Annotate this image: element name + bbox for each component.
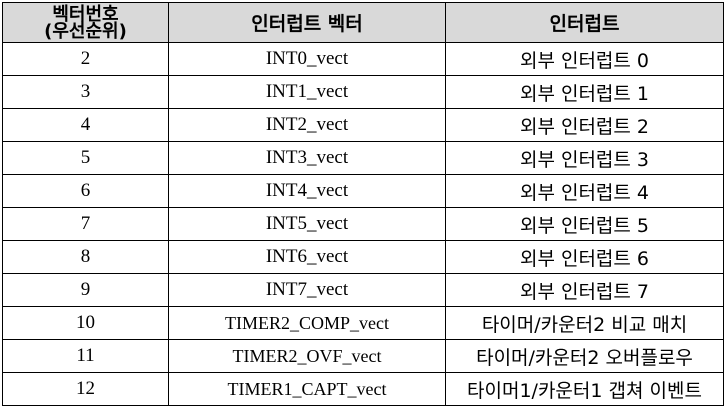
interrupt-vector-cell: TIMER2_OVF_vect	[168, 339, 446, 373]
interrupt-vector-cell: TIMER2_COMP_vect	[168, 306, 446, 340]
interrupt-description-cell: 외부 인터럽트 6	[445, 240, 724, 274]
table-row: 10 TIMER2_COMP_vect 타이머/카운터2 비교 매치	[2, 306, 724, 340]
vector-number-cell: 2	[2, 42, 169, 76]
vector-number-cell: 7	[2, 207, 169, 241]
interrupt-vector-cell: INT5_vect	[168, 207, 446, 241]
interrupt-vector-cell: INT3_vect	[168, 141, 446, 175]
vector-number-cell: 10	[2, 306, 169, 340]
table-row: 12 TIMER1_CAPT_vect 타이머1/카운터1 갭쳐 이벤트	[2, 372, 724, 406]
interrupt-description-cell: 타이머1/카운터1 갭쳐 이벤트	[445, 372, 724, 406]
vector-number-cell: 8	[2, 240, 169, 274]
interrupt-vector-cell: TIMER1_CAPT_vect	[168, 372, 446, 406]
table-row: 9 INT7_vect 외부 인터럽트 7	[2, 273, 724, 307]
interrupt-vector-cell: INT6_vect	[168, 240, 446, 274]
interrupt-vector-cell: INT1_vect	[168, 75, 446, 109]
interrupt-description-cell: 타이머/카운터2 오버플로우	[445, 339, 724, 373]
vector-number-cell: 5	[2, 141, 169, 175]
table-row: 4 INT2_vect 외부 인터럽트 2	[2, 108, 724, 142]
table-row: 6 INT4_vect 외부 인터럽트 4	[2, 174, 724, 208]
table-row: 3 INT1_vect 외부 인터럽트 1	[2, 75, 724, 109]
interrupt-description-cell: 외부 인터럽트 5	[445, 207, 724, 241]
interrupt-description-cell: 외부 인터럽트 3	[445, 141, 724, 175]
interrupt-vector-cell: INT0_vect	[168, 42, 446, 76]
table-row: 8 INT6_vect 외부 인터럽트 6	[2, 240, 724, 274]
table-row: 2 INT0_vect 외부 인터럽트 0	[2, 42, 724, 76]
interrupt-vector-cell: INT7_vect	[168, 273, 446, 307]
vector-number-cell: 11	[2, 339, 169, 373]
header-vector-number: 벡터번호 (우선순위)	[2, 2, 169, 43]
vector-number-cell: 4	[2, 108, 169, 142]
vector-number-cell: 3	[2, 75, 169, 109]
interrupt-description-cell: 외부 인터럽트 1	[445, 75, 724, 109]
vector-number-cell: 6	[2, 174, 169, 208]
header-interrupt: 인터럽트	[445, 2, 724, 43]
interrupt-vector-table: 벡터번호 (우선순위) 인터럽트 벡터 인터럽트 2 INT0_vect 외부 인터…	[2, 2, 724, 406]
interrupt-description-cell: 외부 인터럽트 4	[445, 174, 724, 208]
vector-number-cell: 12	[2, 372, 169, 406]
header-row: 벡터번호 (우선순위) 인터럽트 벡터 인터럽트	[2, 2, 724, 43]
vector-number-cell: 9	[2, 273, 169, 307]
interrupt-description-cell: 타이머/카운터2 비교 매치	[445, 306, 724, 340]
header-vector-number-line2: (우선순위)	[44, 20, 127, 42]
interrupt-description-cell: 외부 인터럽트 2	[445, 108, 724, 142]
header-vector-number-line1: 벡터번호	[52, 3, 119, 25]
header-interrupt-vector: 인터럽트 벡터	[168, 2, 446, 43]
table-row: 5 INT3_vect 외부 인터럽트 3	[2, 141, 724, 175]
interrupt-description-cell: 외부 인터럽트 0	[445, 42, 724, 76]
table-header: 벡터번호 (우선순위) 인터럽트 벡터 인터럽트	[2, 2, 724, 43]
table-row: 7 INT5_vect 외부 인터럽트 5	[2, 207, 724, 241]
interrupt-vector-cell: INT2_vect	[168, 108, 446, 142]
table-row: 11 TIMER2_OVF_vect 타이머/카운터2 오버플로우	[2, 339, 724, 373]
interrupt-description-cell: 외부 인터럽트 7	[445, 273, 724, 307]
interrupt-vector-cell: INT4_vect	[168, 174, 446, 208]
